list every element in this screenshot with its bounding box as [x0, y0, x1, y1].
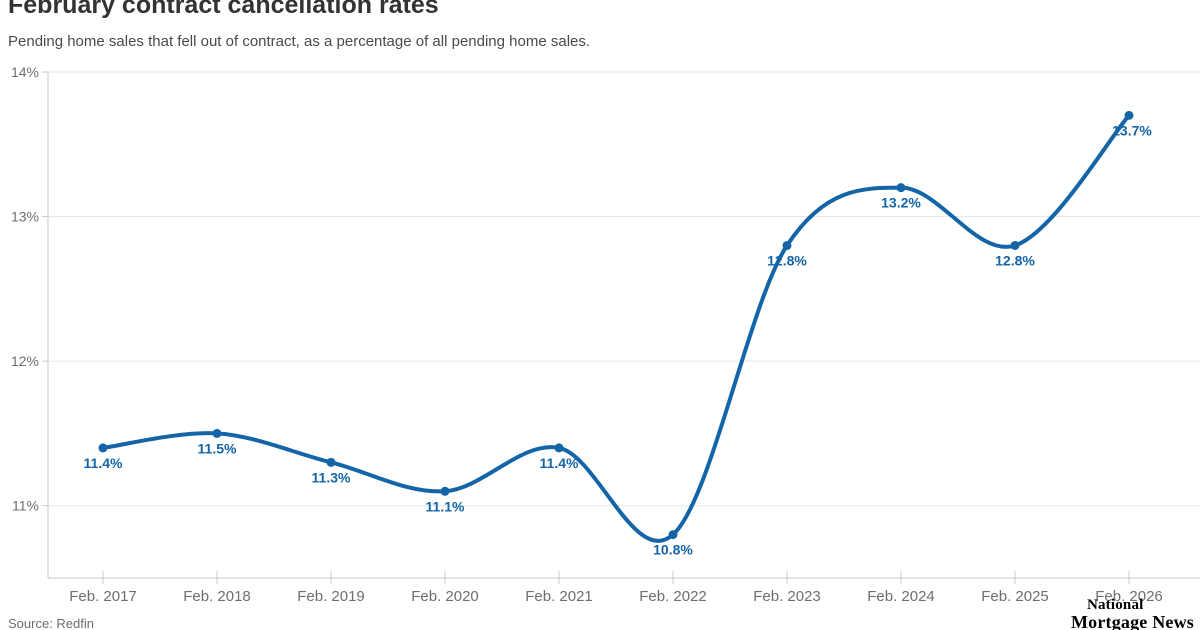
chart-subtitle: Pending home sales that fell out of cont… [8, 33, 591, 50]
data-point-label: 11.1% [426, 498, 465, 514]
data-point-marker [1010, 240, 1020, 250]
x-axis-label: Feb. 2026 [1095, 588, 1163, 605]
series-line [101, 113, 1131, 543]
data-point-marker [896, 183, 906, 193]
data-point-label: 11.3% [312, 469, 351, 485]
data-point-label: 10.8% [653, 542, 693, 558]
data-point-marker [782, 240, 792, 250]
data-point-label: 12.8% [995, 252, 1035, 268]
x-axis-label: Feb. 2019 [297, 588, 365, 605]
x-axis-label: Feb. 2024 [867, 588, 935, 605]
x-axis-label: Feb. 2022 [639, 588, 707, 605]
data-point-marker [668, 530, 678, 540]
x-axis-label: Feb. 2021 [525, 588, 593, 605]
logo-line-mortgage-news: Mortgage News [1070, 612, 1194, 630]
logo-line-national: National [1086, 597, 1144, 613]
data-point-label: 11.5% [198, 440, 237, 456]
y-axis-label: 12% [11, 353, 39, 369]
chart-title: February contract cancellation rates [8, 0, 439, 19]
y-axis-label: 14% [11, 64, 39, 80]
publisher-logo: National Mortgage News [1071, 598, 1194, 630]
x-axis-label: Feb. 2018 [183, 588, 251, 605]
data-point-marker [326, 457, 336, 467]
data-point-marker [98, 443, 108, 453]
data-point-marker [440, 486, 450, 496]
data-point-marker [1124, 110, 1134, 120]
x-axis-label: Feb. 2017 [69, 588, 137, 605]
source-note: Source: Redfin [8, 616, 94, 630]
x-axis-label: Feb. 2020 [411, 588, 479, 605]
y-axis-label: 11% [12, 498, 39, 514]
y-axis-label: 13% [11, 209, 39, 225]
x-axis-label: Feb. 2025 [981, 588, 1049, 605]
data-point-label: 11.4% [540, 455, 579, 471]
data-point-marker [554, 443, 564, 453]
data-point-label: 13.2% [881, 195, 921, 211]
data-point-label: 12.8% [767, 252, 807, 268]
data-point-label: 11.4% [84, 455, 123, 471]
data-point-marker [212, 428, 222, 438]
x-axis-label: Feb. 2023 [753, 588, 821, 605]
data-point-label: 13.7% [1112, 122, 1152, 138]
